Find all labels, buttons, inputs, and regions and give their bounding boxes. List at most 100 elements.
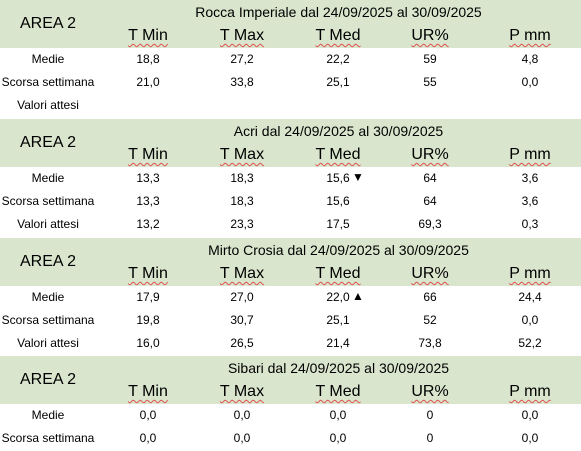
column-header: T Med — [293, 24, 383, 48]
table-cell: 0,0 — [329, 431, 347, 445]
column-header-label: T Max — [219, 146, 265, 163]
column-header-label: UR% — [411, 146, 449, 163]
column-header: T Med — [293, 380, 383, 404]
section-title: Rocca Imperiale dal 24/09/2025 al 30/09/… — [96, 0, 581, 25]
station-section: AREA 2 Rocca Imperiale dal 24/09/2025 al … — [0, 0, 581, 117]
column-header: T Min — [103, 262, 193, 286]
row-label: Medie — [31, 52, 65, 66]
table-cell: 27,2 — [230, 52, 254, 66]
station-section: AREA 2 Sibari dal 24/09/2025 al 30/09/202… — [0, 356, 581, 450]
table-cell: 0,0 — [521, 75, 539, 89]
table-cell: 73,8 — [418, 336, 442, 350]
column-header: P mm — [485, 143, 575, 167]
column-header-label: T Min — [128, 27, 168, 44]
table-cell: 4,8 — [521, 52, 539, 66]
area-label: AREA 2 — [0, 0, 96, 48]
column-header: T Max — [197, 143, 287, 167]
table-cell: 0,0 — [139, 408, 157, 422]
area-label: AREA 2 — [0, 238, 96, 286]
column-header: T Med — [293, 143, 383, 167]
column-header-label: P mm — [509, 146, 551, 163]
column-header-row — [96, 262, 581, 286]
column-header-label: T Max — [219, 265, 265, 282]
table-cell: 0,0 — [329, 408, 347, 422]
table-cell: 0 — [426, 408, 434, 422]
column-header-label: T Min — [128, 383, 168, 400]
table-cell: 3,6 — [521, 171, 539, 185]
column-header: P mm — [485, 24, 575, 48]
column-header-row — [96, 24, 581, 48]
table-cell: 33,8 — [230, 75, 254, 89]
table-cell: 25,1 — [326, 75, 350, 89]
table-cell: 0,0 — [521, 313, 539, 327]
table-cell: 16,0 — [136, 336, 160, 350]
column-header-row — [96, 380, 581, 404]
column-header-label: UR% — [411, 27, 449, 44]
row-label: Scorsa settimana — [1, 75, 95, 89]
table-cell: 30,7 — [230, 313, 254, 327]
table-cell: 0,0 — [233, 408, 251, 422]
table-cell: 27,0 — [230, 290, 254, 304]
table-cell: 19,8 — [136, 313, 160, 327]
table-cell: 15,6 — [326, 171, 350, 185]
row-label: Scorsa settimana — [1, 194, 95, 208]
column-header-label: T Med — [315, 146, 361, 163]
column-header: T Med — [293, 262, 383, 286]
table-cell: 55 — [423, 75, 437, 89]
table-cell: 66 — [423, 290, 437, 304]
column-header-label: P mm — [509, 265, 551, 282]
table-cell: 21,0 — [136, 75, 160, 89]
column-header-label: P mm — [509, 27, 551, 44]
table-cell: 21,4 — [326, 336, 350, 350]
column-header-label: UR% — [411, 383, 449, 400]
table-cell: 0 — [426, 431, 434, 445]
table-cell: 64 — [423, 194, 437, 208]
column-header-label: T Min — [128, 265, 168, 282]
table-cell: 69,3 — [418, 217, 442, 231]
column-header: P mm — [485, 262, 575, 286]
area-label: AREA 2 — [0, 119, 96, 167]
column-header: UR% — [385, 262, 475, 286]
area-label: AREA 2 — [0, 356, 96, 404]
table-cell: 22,0 — [326, 290, 350, 304]
table-cell: 17,9 — [136, 290, 160, 304]
column-header: T Min — [103, 24, 193, 48]
row-label: Scorsa settimana — [1, 313, 95, 327]
section-title: Sibari dal 24/09/2025 al 30/09/2025 — [96, 356, 581, 381]
column-header-label: UR% — [411, 265, 449, 282]
column-header-label: P mm — [509, 383, 551, 400]
table-cell: 18,8 — [136, 52, 160, 66]
table-cell: 22,2 — [326, 52, 350, 66]
column-header: T Min — [103, 143, 193, 167]
column-header: UR% — [385, 380, 475, 404]
row-label: Valori attesi — [17, 336, 79, 350]
table-cell: 0,3 — [521, 217, 539, 231]
row-label: Medie — [31, 408, 65, 422]
column-header: T Max — [197, 380, 287, 404]
table-cell: 0,0 — [521, 408, 539, 422]
table-cell: 15,6 — [326, 194, 350, 208]
section-title: Mirto Crosia dal 24/09/2025 al 30/09/202… — [96, 238, 581, 263]
trend-down-icon: ▼ — [352, 170, 364, 184]
table-cell: 26,5 — [230, 336, 254, 350]
table-cell: 18,3 — [230, 171, 254, 185]
row-label: Valori attesi — [17, 98, 79, 112]
table-cell: 64 — [423, 171, 437, 185]
table-cell: 17,5 — [326, 217, 350, 231]
table-cell: 25,1 — [326, 313, 350, 327]
column-header: T Max — [197, 24, 287, 48]
trend-up-icon: ▲ — [352, 289, 364, 303]
column-header: UR% — [385, 24, 475, 48]
station-section: AREA 2 Acri dal 24/09/2025 al 30/09/2025 T… — [0, 119, 581, 236]
row-label: Medie — [31, 171, 65, 185]
table-cell: 0,0 — [233, 431, 251, 445]
section-title: Acri dal 24/09/2025 al 30/09/2025 — [96, 119, 581, 144]
table-cell: 0,0 — [521, 431, 539, 445]
table-cell: 59 — [423, 52, 437, 66]
column-header: UR% — [385, 143, 475, 167]
column-header-label: T Min — [128, 146, 168, 163]
row-label: Valori attesi — [17, 217, 79, 231]
row-label: Medie — [31, 290, 65, 304]
table-cell: 23,3 — [230, 217, 254, 231]
column-header-label: T Med — [315, 27, 361, 44]
